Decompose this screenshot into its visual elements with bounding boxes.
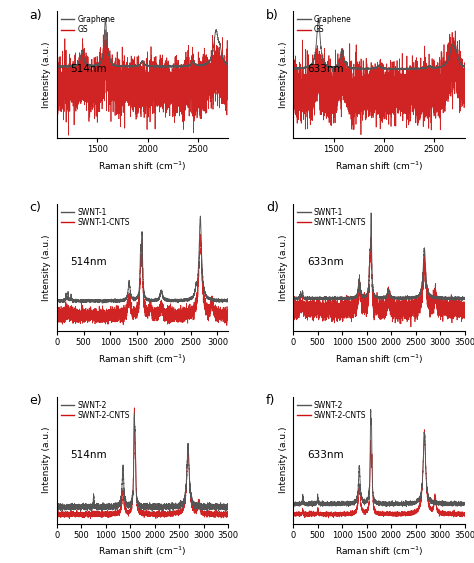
Legend: Graphene, GS: Graphene, GS (59, 14, 117, 36)
X-axis label: Raman shift (cm$^{-1}$): Raman shift (cm$^{-1}$) (335, 545, 423, 558)
Text: d): d) (266, 202, 279, 215)
Legend: SWNT-2, SWNT-2-CNTS: SWNT-2, SWNT-2-CNTS (295, 399, 368, 421)
Text: 633nm: 633nm (307, 64, 344, 74)
Text: 514nm: 514nm (71, 64, 107, 74)
Legend: SWNT-2, SWNT-2-CNTS: SWNT-2, SWNT-2-CNTS (59, 399, 131, 421)
Text: c): c) (29, 202, 41, 215)
Legend: SWNT-1, SWNT-1-CNTS: SWNT-1, SWNT-1-CNTS (295, 206, 368, 229)
Text: 514nm: 514nm (71, 450, 107, 459)
Y-axis label: Intensity (a.u.): Intensity (a.u.) (42, 427, 51, 493)
X-axis label: Raman shift (cm$^{-1}$): Raman shift (cm$^{-1}$) (98, 545, 187, 558)
Text: 514nm: 514nm (71, 257, 107, 267)
X-axis label: Raman shift (cm$^{-1}$): Raman shift (cm$^{-1}$) (98, 159, 187, 173)
Y-axis label: Intensity (a.u.): Intensity (a.u.) (279, 234, 288, 301)
Y-axis label: Intensity (a.u.): Intensity (a.u.) (279, 427, 288, 493)
Y-axis label: Intensity (a.u.): Intensity (a.u.) (42, 234, 51, 301)
Text: 633nm: 633nm (307, 450, 344, 459)
Text: e): e) (29, 394, 42, 407)
Legend: Graphene, GS: Graphene, GS (295, 14, 353, 36)
Text: a): a) (29, 8, 42, 22)
Y-axis label: Intensity (a.u.): Intensity (a.u.) (42, 42, 51, 108)
X-axis label: Raman shift (cm$^{-1}$): Raman shift (cm$^{-1}$) (335, 352, 423, 366)
Text: b): b) (266, 8, 279, 22)
X-axis label: Raman shift (cm$^{-1}$): Raman shift (cm$^{-1}$) (335, 159, 423, 173)
Text: 633nm: 633nm (307, 257, 344, 267)
X-axis label: Raman shift (cm$^{-1}$): Raman shift (cm$^{-1}$) (98, 352, 187, 366)
Text: f): f) (266, 394, 275, 407)
Legend: SWNT-1, SWNT-1-CNTS: SWNT-1, SWNT-1-CNTS (59, 206, 131, 229)
Y-axis label: Intensity (a.u.): Intensity (a.u.) (279, 42, 288, 108)
